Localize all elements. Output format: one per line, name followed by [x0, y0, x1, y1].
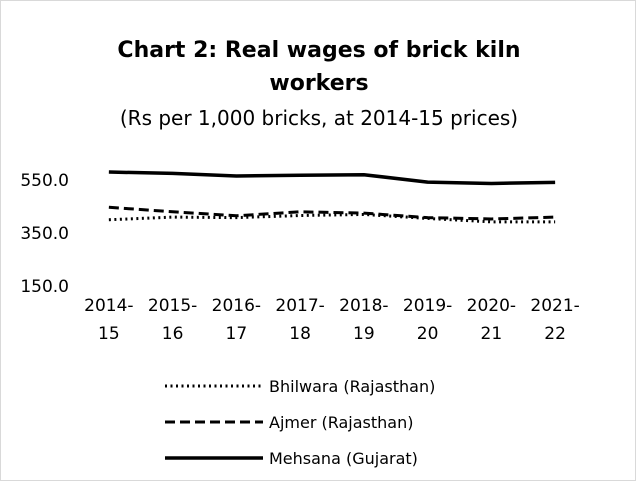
- legend-label-1: Ajmer (Rajasthan): [269, 413, 413, 432]
- chart-title-line1: Chart 2: Real wages of brick kiln: [117, 38, 520, 63]
- x-tick-label-line1: 2018-: [339, 296, 388, 316]
- series-line-2: [109, 172, 555, 183]
- y-tick-label: 550.0: [20, 171, 69, 191]
- x-tick-label-line1: 2019-: [403, 296, 452, 316]
- x-axis: 2014- 15 2015- 16 2016- 17 2017- 18 2018- 19 2019-…: [84, 296, 580, 344]
- y-tick-label: 150.0: [20, 277, 69, 297]
- legend-label-0: Bhilwara (Rajasthan): [269, 377, 435, 396]
- legend: Bhilwara (Rajasthan) Ajmer (Rajasthan) Meh…: [165, 377, 435, 468]
- chart-title-line2: workers: [269, 71, 368, 96]
- x-tick-label-line1: 2015-: [148, 296, 197, 316]
- x-tick-label-line2: 20: [417, 324, 439, 344]
- x-tick-label-line1: 2020-: [467, 296, 516, 316]
- x-tick-label-line2: 15: [98, 324, 120, 344]
- x-tick-label-line2: 18: [289, 324, 311, 344]
- x-tick-label-line1: 2014-: [84, 296, 133, 316]
- x-tick-label-line1: 2021-: [530, 296, 579, 316]
- x-tick-label-line1: 2017-: [275, 296, 324, 316]
- chart-subtitle: (Rs per 1,000 bricks, at 2014-15 prices): [120, 106, 518, 130]
- plot-area: [109, 172, 555, 222]
- y-tick-label: 350.0: [20, 224, 69, 244]
- x-tick-label-line2: 21: [481, 324, 503, 344]
- x-tick-label-line1: 2016-: [212, 296, 261, 316]
- legend-label-2: Mehsana (Gujarat): [269, 449, 418, 468]
- x-tick-label-line2: 17: [226, 324, 248, 344]
- x-tick-label-line2: 16: [162, 324, 184, 344]
- x-tick-label-line2: 22: [544, 324, 566, 344]
- y-axis: 150.0 350.0 550.0: [20, 171, 69, 297]
- x-tick-label-line2: 19: [353, 324, 375, 344]
